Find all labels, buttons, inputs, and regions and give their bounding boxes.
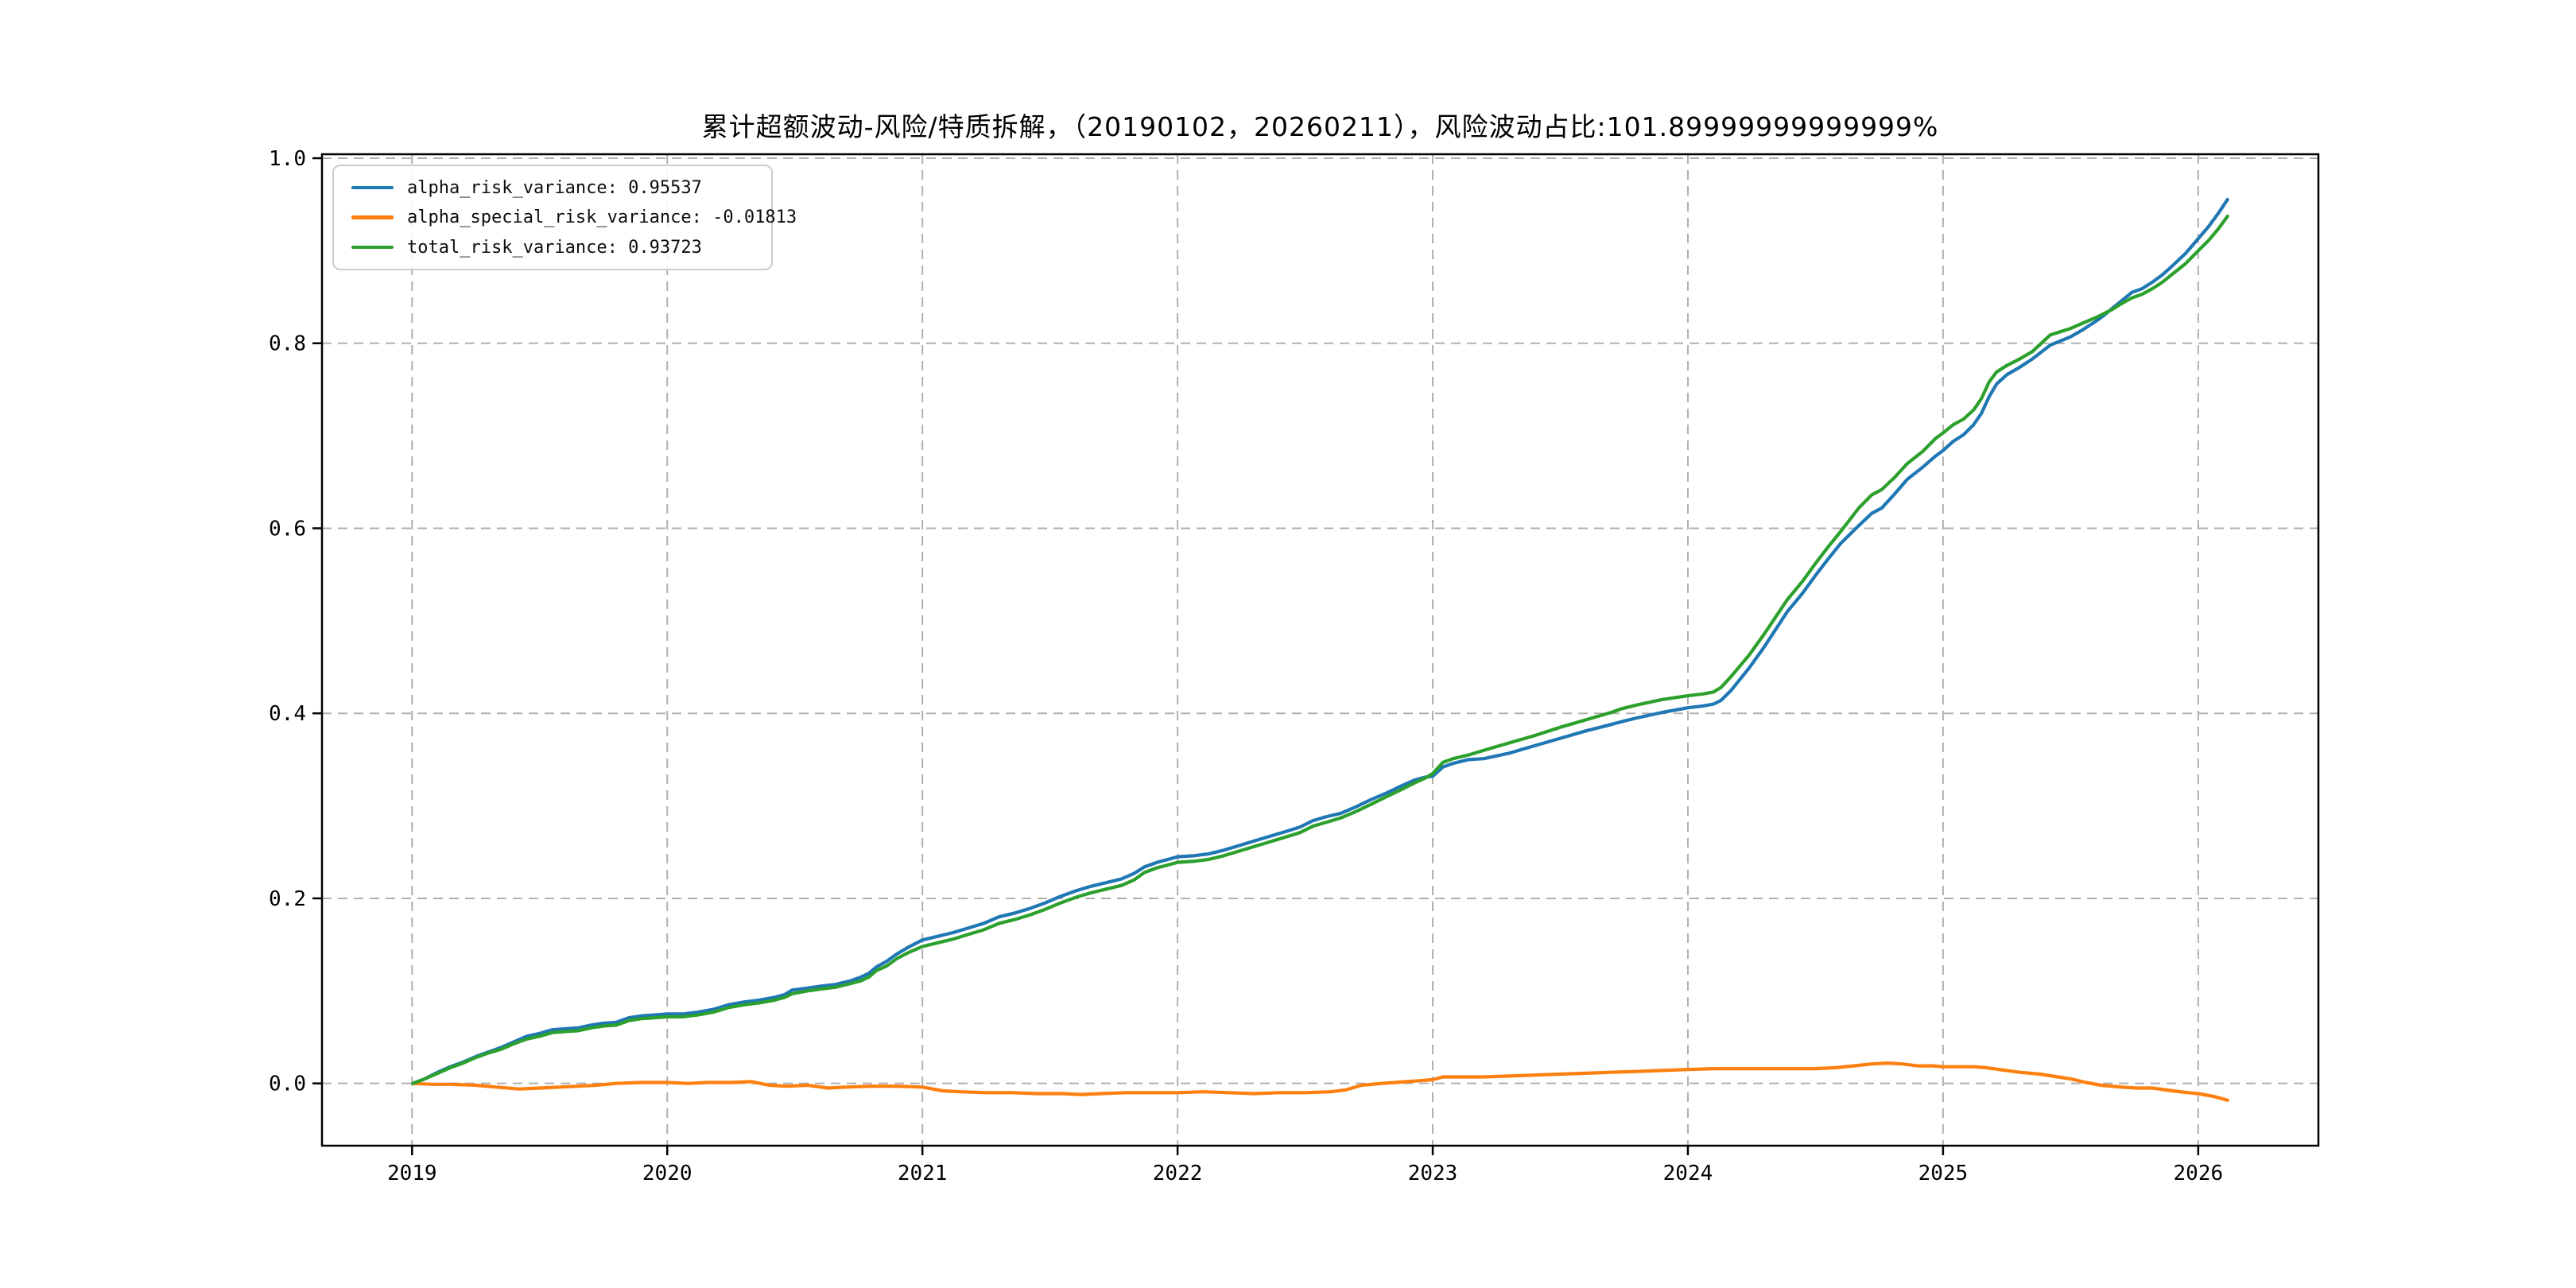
chart-title: 累计超额波动-风险/特质拆解，（20190102，20260211），风险波动占… <box>701 111 1939 142</box>
x-tick-label: 2022 <box>1153 1162 1203 1185</box>
legend-line-swatch-blue <box>351 185 394 190</box>
x-tick-label: 2021 <box>898 1162 948 1185</box>
legend-line-swatch-orange <box>351 215 394 219</box>
y-tick-label: 0.2 <box>269 887 306 911</box>
legend-label: total_risk_variance: 0.93723 <box>407 237 702 258</box>
x-tick-label: 2023 <box>1408 1162 1458 1185</box>
legend-item-alpha-risk-variance: alpha_risk_variance: 0.95537 <box>351 177 763 199</box>
legend-label: alpha_risk_variance: 0.95537 <box>407 177 702 198</box>
y-tick-label: 0.0 <box>269 1073 306 1096</box>
legend-line-swatch-green <box>351 245 394 250</box>
legend-label: alpha_special_risk_variance: -0.01813 <box>407 208 797 227</box>
series-line-alpha_risk_variance <box>411 197 2229 1085</box>
y-tick-label: 0.6 <box>269 517 306 541</box>
y-tick-label: 1.0 <box>269 147 306 171</box>
x-tick-label: 2020 <box>642 1162 692 1185</box>
y-tick-label: 0.8 <box>269 332 306 356</box>
legend-item-alpha-special-risk-variance: alpha_special_risk_variance: -0.01813 <box>351 207 797 229</box>
series-line-alpha_special_risk_variance <box>411 1061 2229 1102</box>
y-tick-label: 0.4 <box>269 702 306 726</box>
x-tick-label: 2025 <box>1918 1162 1969 1185</box>
legend-item-total-risk-variance: total_risk_variance: 0.93723 <box>351 236 763 258</box>
axes-spines <box>320 153 2320 1147</box>
x-tick-label: 2026 <box>2174 1162 2224 1185</box>
series-line-total_risk_variance <box>411 214 2229 1085</box>
legend-box: alpha_risk_variance: 0.95537 alpha_speci… <box>332 165 797 270</box>
x-tick-label: 2019 <box>387 1162 437 1185</box>
x-tick-label: 2024 <box>1663 1162 1713 1185</box>
